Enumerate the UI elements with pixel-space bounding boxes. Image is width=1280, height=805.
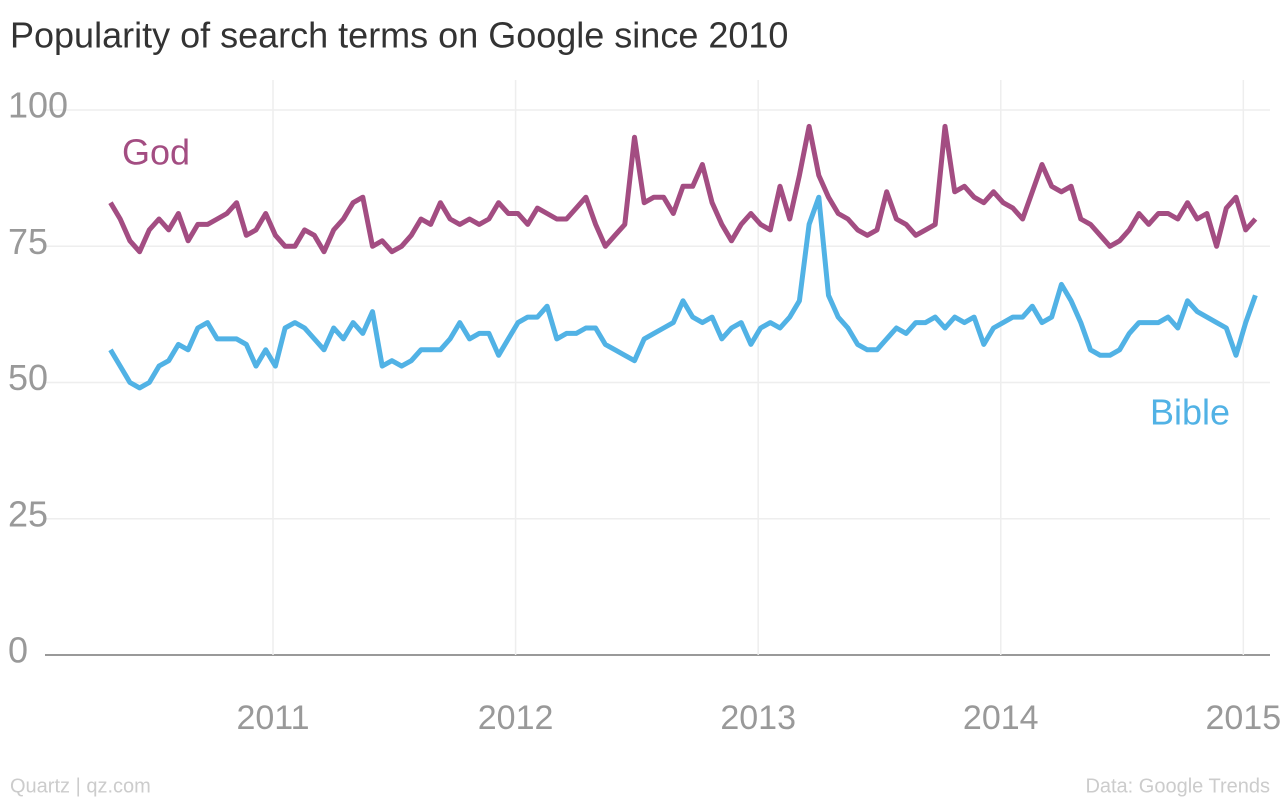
- source-right: Data: Google Trends: [1085, 775, 1270, 797]
- series-label: God: [122, 132, 190, 173]
- x-tick-label: 2015: [1205, 699, 1280, 737]
- x-tick-label: 2014: [963, 699, 1039, 737]
- y-tick-label: 0: [8, 630, 28, 671]
- y-tick-label: 100: [8, 85, 68, 126]
- y-tick-label: 25: [8, 493, 48, 534]
- x-tick-label: 2012: [478, 699, 554, 737]
- chart-title: Popularity of search terms on Google sin…: [10, 15, 788, 56]
- y-tick-label: 75: [8, 221, 48, 262]
- x-tick-label: 2013: [720, 699, 796, 737]
- series-label: Bible: [1150, 392, 1230, 433]
- line-bible: [108, 194, 1258, 391]
- y-tick-label: 50: [8, 357, 48, 398]
- line-god: [108, 123, 1258, 255]
- x-tick-label: 2011: [236, 699, 309, 737]
- source-left: Quartz | qz.com: [10, 775, 151, 797]
